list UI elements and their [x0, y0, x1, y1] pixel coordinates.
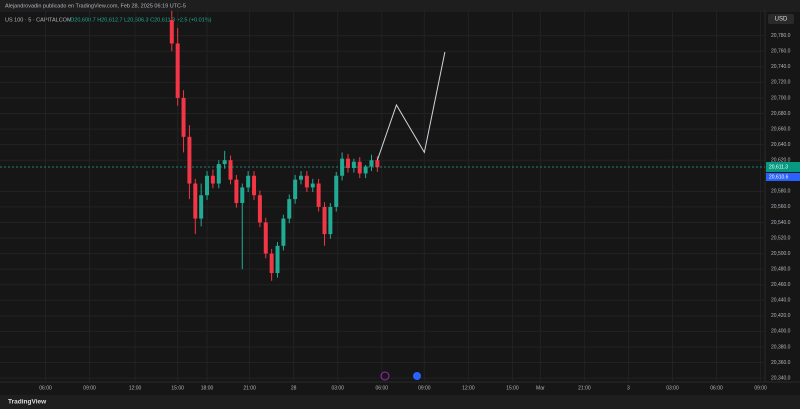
- candle-body: [205, 175, 210, 196]
- y-tick-label: 20,420.0: [771, 313, 791, 319]
- y-tick-label: 20,680.0: [771, 111, 791, 117]
- x-tick-label: 28: [291, 385, 297, 391]
- y-tick-label: 20,360.0: [771, 360, 791, 366]
- event-flag[interactable]: [413, 372, 421, 380]
- candle-body: [345, 158, 350, 168]
- footer-bar: [0, 395, 800, 409]
- x-tick-label: 06:00: [376, 385, 389, 391]
- last-price-label: 20,611.3: [769, 164, 788, 170]
- x-tick-label: 12:00: [129, 385, 142, 391]
- x-tick-label: 15:00: [171, 385, 184, 391]
- footer-logo: TradingView: [8, 399, 47, 406]
- x-tick-label: 21:00: [243, 385, 256, 391]
- candle-body: [169, 20, 174, 44]
- candle-body: [328, 206, 333, 235]
- y-tick-label: 20,700.0: [771, 95, 791, 101]
- candle-body: [193, 183, 198, 219]
- x-tick-label: 09:00: [83, 385, 96, 391]
- candle-body: [322, 206, 327, 235]
- x-tick-label: 09:00: [418, 385, 431, 391]
- x-tick-label: 15:00: [506, 385, 519, 391]
- y-tick-label: 20,740.0: [771, 64, 791, 70]
- candle-body: [257, 195, 262, 223]
- currency-box[interactable]: [768, 14, 794, 24]
- candle-body: [293, 179, 298, 200]
- y-tick-label: 20,440.0: [771, 298, 791, 304]
- plot: [0, 10, 765, 382]
- x-tick-label: 21:00: [578, 385, 591, 391]
- candle-body: [363, 166, 368, 174]
- candle-body: [299, 175, 304, 180]
- last-price-box: [766, 161, 800, 172]
- legend-symbol: US 100 · 5 · CAPITALCOM: [5, 17, 72, 23]
- candle-body: [234, 179, 239, 204]
- candle-body: [269, 253, 274, 274]
- y-tick-label: 20,380.0: [771, 344, 791, 350]
- x-tick-label: 18:00: [201, 385, 214, 391]
- y-tick-label: 20,520.0: [771, 235, 791, 241]
- y-tick-label: 20,500.0: [771, 251, 791, 257]
- currency: USD: [775, 17, 788, 23]
- y-tick-label: 20,540.0: [771, 220, 791, 226]
- y-tick-label: 20,460.0: [771, 282, 791, 288]
- candle-body: [263, 222, 268, 254]
- x-tick-label: 03:00: [331, 385, 344, 391]
- y-tick-label: 20,720.0: [771, 80, 791, 86]
- header-bar: [0, 0, 800, 12]
- candle-body: [375, 160, 380, 168]
- y-tick-label: 20,480.0: [771, 266, 791, 272]
- candle-body: [334, 175, 339, 207]
- candle-body: [357, 161, 362, 174]
- y-tick-label: 20,340.0: [771, 375, 791, 381]
- candle-body: [199, 195, 204, 219]
- y-tick-label: 20,660.0: [771, 126, 791, 132]
- candle-body: [281, 218, 286, 246]
- candle-body: [304, 175, 309, 188]
- y-tick-label: 20,780.0: [771, 33, 791, 39]
- legend-values: O20,608.7 H20,612.7 L20,606.3 C20,611.3 …: [70, 17, 212, 23]
- candle-body: [187, 136, 192, 184]
- candle-body: [369, 160, 374, 167]
- x-tick-label: 3: [627, 385, 630, 391]
- x-tick-label: 12:00: [462, 385, 475, 391]
- candle-body: [316, 183, 321, 207]
- x-tick-label: 06:00: [710, 385, 723, 391]
- y-tick-label: 20,400.0: [771, 329, 791, 335]
- candle-body: [240, 187, 245, 204]
- candle-body: [216, 164, 221, 184]
- candle-body: [252, 175, 257, 196]
- candle-body: [222, 160, 227, 165]
- candle-body: [246, 175, 251, 188]
- candle-body: [228, 160, 233, 180]
- y-tick-label: 20,580.0: [771, 189, 791, 195]
- candle-body: [351, 161, 356, 168]
- drawing-line: [376, 51, 446, 161]
- x-tick-label: Mar: [536, 385, 545, 391]
- bid-price-label: 20,610.6: [769, 174, 789, 180]
- candle-body: [310, 183, 315, 188]
- x-tick-label: 03:00: [666, 385, 679, 391]
- y-tick-label: 20,760.0: [771, 49, 791, 55]
- y-tick-label: 20,560.0: [771, 204, 791, 210]
- candle-body: [210, 175, 215, 184]
- candle-body: [181, 97, 186, 137]
- x-tick-label: 09:00: [754, 385, 767, 391]
- candle-body: [287, 199, 292, 219]
- header: Alejandrovadin publicado en TradingView.…: [5, 3, 186, 9]
- candle-body: [275, 245, 280, 274]
- y-tick-label: 20,640.0: [771, 142, 791, 148]
- bid-price-box: [766, 172, 800, 181]
- event-icon[interactable]: [380, 371, 390, 381]
- x-tick-label: 06:00: [39, 385, 52, 391]
- candle-body: [175, 43, 180, 98]
- candle-body: [340, 158, 345, 176]
- y-tick-label: 20,620.0: [771, 158, 791, 164]
